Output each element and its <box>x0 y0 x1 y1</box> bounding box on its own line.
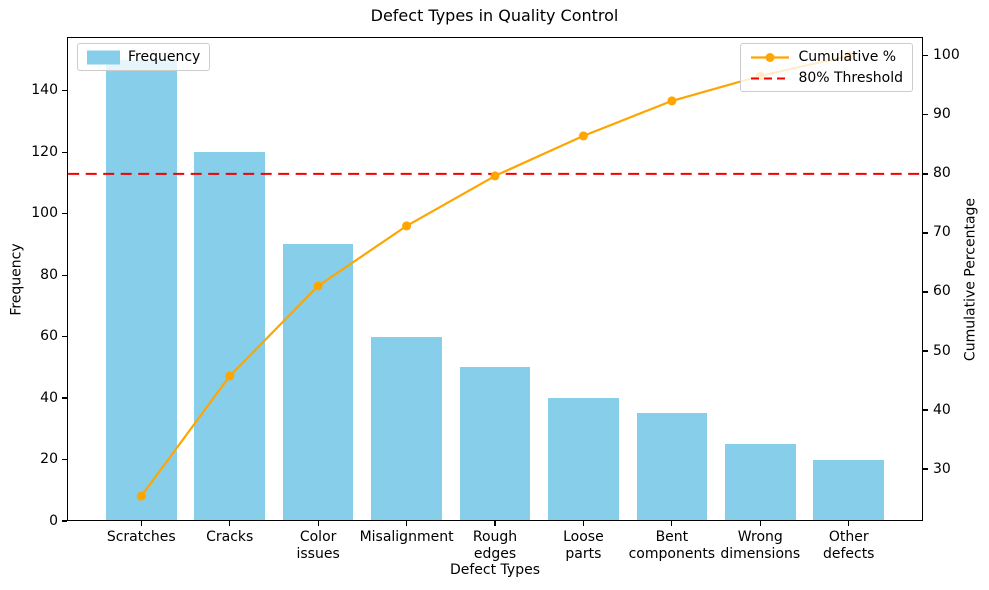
y-left-tick <box>62 151 67 153</box>
x-tick <box>671 521 673 526</box>
y-left-tick-label-60: 60 <box>40 328 58 345</box>
y-left-tick-label-0: 0 <box>49 512 58 529</box>
x-tick <box>317 521 319 526</box>
legend-cumulative-label: Cumulative % <box>798 49 897 65</box>
y-left-tick-label-80: 80 <box>40 266 58 283</box>
legend-row-threshold: 80% Threshold <box>750 70 903 86</box>
legend-bar-swatch-icon <box>87 50 120 65</box>
x-tick-label-misalignment: Misalignment <box>359 529 454 545</box>
legend-row-cumulative: Cumulative % <box>750 49 903 65</box>
x-tick <box>494 521 496 526</box>
y-left-tick <box>62 274 67 276</box>
x-tick-label-scratches: Scratches <box>106 529 176 545</box>
y-left-tick <box>62 458 67 461</box>
threshold-swatch <box>751 77 790 79</box>
y-right-tick <box>923 350 928 352</box>
x-tick-label-wrong-dimensions: Wrong dimensions <box>720 529 801 562</box>
y-left-tick <box>62 520 67 522</box>
x-tick <box>582 521 585 526</box>
y-right-tick-label-40: 40 <box>933 401 951 418</box>
x-tick-label-other-defects: Other defects <box>822 529 875 562</box>
x-tick <box>140 521 142 526</box>
x-axis-title: Defect Types <box>449 562 541 578</box>
y-left-tick <box>62 213 67 215</box>
legend-line-marker-swatch-icon <box>750 50 790 65</box>
line-swatch <box>751 52 790 62</box>
y-left-tick-label-100: 100 <box>31 205 58 222</box>
y-left-tick-label-120: 120 <box>31 143 58 160</box>
x-tick-label-bent-components: Bent components <box>628 529 716 562</box>
bar-swatch-rect <box>87 50 120 64</box>
y-left-tick-label-20: 20 <box>40 451 58 468</box>
x-tick <box>405 521 408 526</box>
y-right-tick <box>923 468 928 470</box>
y-left-tick <box>62 336 67 338</box>
y-left-tick <box>62 397 67 399</box>
y-right-tick <box>923 291 928 293</box>
y-right-tick-label-90: 90 <box>933 106 951 123</box>
chart-title: Defect Types in Quality Control <box>370 6 619 25</box>
y-right-tick-label-30: 30 <box>933 460 951 477</box>
y-right-tick <box>923 114 928 116</box>
y-right-tick-label-100: 100 <box>933 47 960 64</box>
y-right-tick <box>923 55 928 57</box>
y-right-tick <box>923 232 928 234</box>
legend-threshold-label: 80% Threshold <box>798 70 903 86</box>
y-right-tick <box>923 173 928 175</box>
legend-row-frequency: Frequency <box>87 49 200 65</box>
x-tick <box>759 521 761 526</box>
y-right-tick-label-70: 70 <box>933 224 951 241</box>
y-left-tick-label-140: 140 <box>31 82 58 99</box>
y-right-tick-label-80: 80 <box>933 165 951 182</box>
y-right-tick-label-60: 60 <box>933 283 951 300</box>
x-tick-label-rough-edges: Rough edges <box>472 529 518 562</box>
y-right-tick <box>923 409 928 411</box>
x-tick-label-color-issues: Color issues <box>296 529 340 562</box>
legend-frequency-label: Frequency <box>128 49 201 65</box>
legend-frequency: Frequency <box>77 43 211 71</box>
x-tick-label-loose-parts: Loose parts <box>563 529 604 562</box>
y-left-tick <box>62 90 67 92</box>
legend-cumulative: Cumulative % 80% Threshold <box>740 43 913 92</box>
x-tick <box>848 521 850 526</box>
x-tick-label-cracks: Cracks <box>206 529 254 545</box>
x-tick <box>229 521 231 526</box>
y-right-tick-label-50: 50 <box>933 342 951 359</box>
y-left-tick-label-40: 40 <box>40 389 58 406</box>
legend-threshold-dash-swatch-icon <box>750 71 790 86</box>
